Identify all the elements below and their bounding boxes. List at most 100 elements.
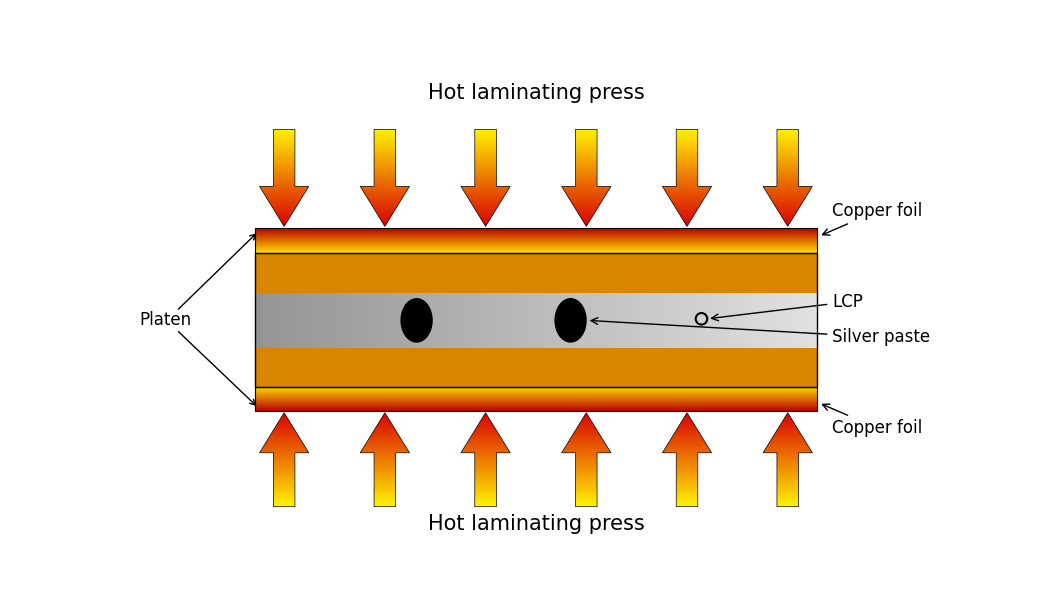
- Bar: [258, 415, 310, 416]
- Bar: [258, 167, 310, 168]
- Bar: [721, 293, 723, 348]
- Bar: [661, 470, 713, 472]
- Bar: [459, 201, 511, 202]
- Bar: [655, 293, 657, 348]
- Bar: [277, 293, 280, 348]
- Bar: [661, 458, 713, 459]
- Bar: [501, 293, 503, 348]
- Bar: [258, 467, 310, 468]
- Bar: [497, 293, 500, 348]
- Bar: [507, 293, 509, 348]
- Bar: [563, 293, 566, 348]
- Bar: [503, 293, 505, 348]
- Bar: [459, 159, 511, 160]
- Bar: [358, 429, 411, 430]
- Bar: [560, 423, 612, 424]
- Bar: [459, 452, 511, 453]
- Bar: [388, 293, 390, 348]
- Bar: [459, 457, 511, 458]
- Bar: [258, 188, 310, 189]
- Bar: [661, 420, 713, 421]
- Bar: [459, 186, 511, 187]
- Bar: [560, 214, 612, 215]
- Bar: [661, 193, 713, 194]
- Bar: [761, 293, 762, 348]
- Bar: [761, 479, 814, 480]
- Bar: [761, 442, 814, 443]
- Bar: [560, 446, 612, 447]
- Bar: [509, 293, 510, 348]
- Bar: [761, 469, 814, 470]
- Bar: [560, 143, 612, 144]
- Bar: [258, 435, 310, 436]
- Bar: [258, 445, 310, 446]
- Bar: [459, 461, 511, 462]
- Bar: [560, 141, 612, 142]
- Bar: [761, 485, 814, 486]
- Bar: [459, 463, 511, 464]
- Bar: [560, 133, 612, 134]
- Bar: [661, 139, 713, 140]
- Bar: [761, 176, 814, 177]
- Bar: [630, 293, 632, 348]
- Bar: [358, 186, 411, 187]
- Bar: [358, 142, 411, 143]
- Bar: [761, 223, 814, 224]
- Bar: [560, 137, 612, 139]
- Bar: [358, 162, 411, 163]
- Bar: [510, 293, 512, 348]
- Bar: [258, 217, 310, 219]
- Bar: [661, 187, 713, 188]
- Bar: [661, 504, 713, 505]
- Bar: [358, 465, 411, 466]
- Bar: [258, 458, 310, 459]
- Bar: [417, 293, 419, 348]
- Bar: [560, 195, 612, 196]
- Bar: [424, 293, 426, 348]
- Bar: [661, 173, 713, 174]
- Bar: [761, 203, 814, 204]
- Bar: [761, 494, 814, 496]
- Bar: [560, 145, 612, 146]
- Bar: [451, 293, 452, 348]
- Text: Copper foil: Copper foil: [823, 404, 923, 437]
- Bar: [794, 293, 796, 348]
- Bar: [661, 152, 713, 153]
- Bar: [560, 199, 612, 200]
- Bar: [761, 177, 814, 179]
- Bar: [761, 224, 814, 226]
- Bar: [459, 210, 511, 211]
- Bar: [761, 461, 814, 462]
- Bar: [358, 157, 411, 158]
- Bar: [459, 158, 511, 159]
- Bar: [459, 194, 511, 195]
- Bar: [358, 460, 411, 461]
- Bar: [459, 499, 511, 500]
- Bar: [358, 414, 411, 415]
- Bar: [649, 293, 652, 348]
- Bar: [358, 213, 411, 214]
- Bar: [349, 293, 351, 348]
- Bar: [258, 220, 310, 221]
- Bar: [661, 499, 713, 500]
- Bar: [339, 293, 341, 348]
- Bar: [459, 182, 511, 183]
- Bar: [285, 293, 287, 348]
- Bar: [560, 483, 612, 484]
- Bar: [400, 293, 402, 348]
- Bar: [761, 194, 814, 195]
- Bar: [336, 293, 338, 348]
- Bar: [661, 155, 713, 156]
- Bar: [661, 185, 713, 186]
- Bar: [258, 457, 310, 458]
- Bar: [745, 293, 747, 348]
- Bar: [459, 153, 511, 154]
- Bar: [512, 293, 514, 348]
- Bar: [560, 168, 612, 170]
- Bar: [459, 444, 511, 445]
- Bar: [258, 171, 310, 173]
- Bar: [777, 293, 779, 348]
- Bar: [798, 293, 800, 348]
- Bar: [258, 160, 310, 161]
- Bar: [704, 293, 706, 348]
